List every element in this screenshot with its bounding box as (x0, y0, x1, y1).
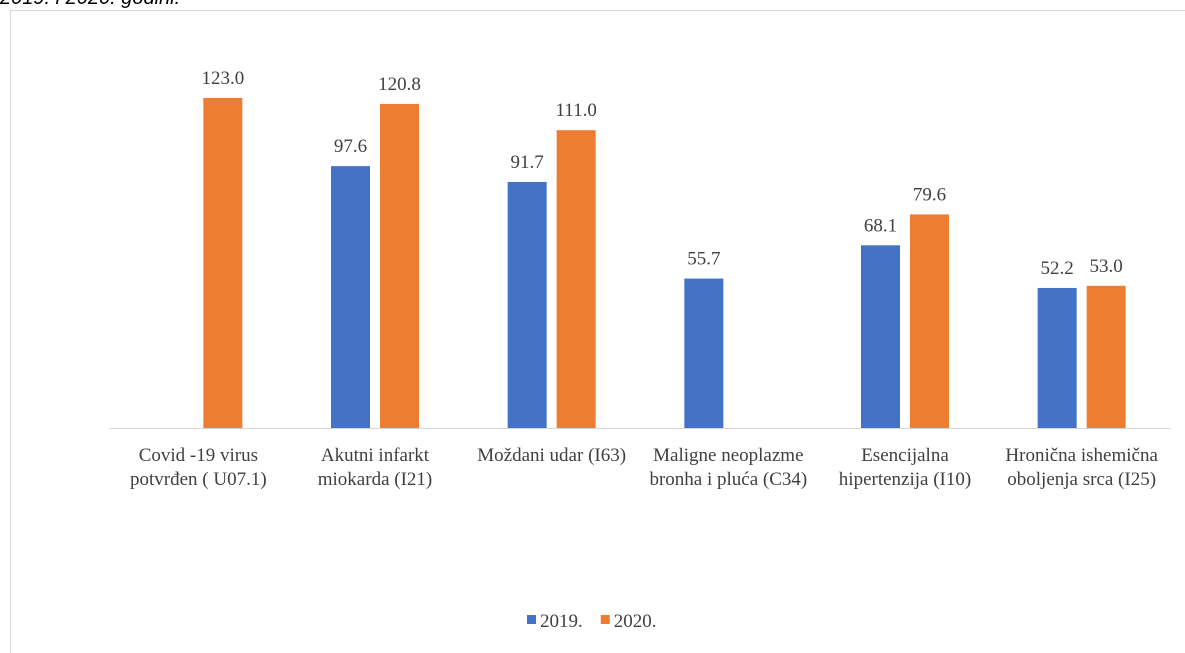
bar (1086, 285, 1126, 428)
x-tick-label: Covid -19 virus potvrđen ( U07.1) (129, 445, 267, 490)
x-tick-label: Hronična ishemična oboljenja srca (I25) (1005, 445, 1158, 490)
x-tick-label: Akutni infarkt miokarda (I21) (317, 445, 433, 490)
data-label: 120.8 (378, 74, 421, 95)
bar (684, 278, 724, 428)
data-label: 91.7 (511, 152, 544, 173)
chart-title: 2019. i 2020. godini. (0, 0, 180, 9)
x-tick-label: Esencijalna hipertenzija (I10) (838, 445, 972, 490)
data-label: 111.0 (555, 100, 596, 121)
data-label: 53.0 (1090, 256, 1123, 277)
data-label: 55.7 (687, 249, 720, 270)
data-label: 79.6 (913, 184, 946, 205)
bar (556, 130, 596, 428)
bar (507, 181, 547, 428)
legend-swatch (600, 615, 610, 624)
legend-label: 2020. (614, 611, 657, 632)
legend-swatch (527, 615, 536, 624)
legend-label: 2019. (540, 611, 583, 632)
data-label: 68.1 (864, 215, 897, 236)
bar (203, 98, 243, 428)
data-label: 97.6 (334, 136, 367, 157)
x-tick-label: Maligne neoplazme bronha i pluća (C34) (649, 445, 808, 490)
bar (1037, 287, 1077, 428)
bar (331, 166, 370, 428)
bar (910, 214, 949, 428)
data-label: 52.2 (1041, 258, 1074, 279)
data-label: 123.0 (201, 68, 244, 89)
x-tick-label: Moždani udar (I63) (477, 445, 627, 466)
bar (380, 103, 419, 428)
bar (861, 245, 900, 428)
